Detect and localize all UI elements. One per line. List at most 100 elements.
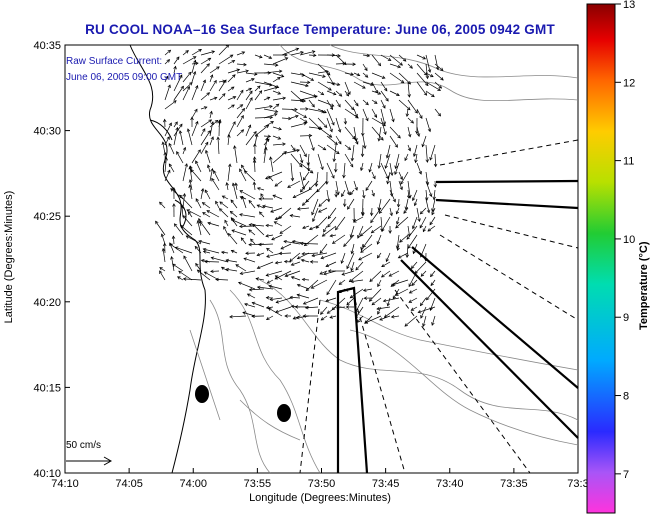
current-vector-head: [294, 107, 298, 112]
current-vector: [427, 225, 436, 232]
current-vector: [362, 144, 364, 157]
current-vector: [240, 237, 247, 245]
current-vector: [275, 275, 283, 281]
current-vector: [254, 105, 273, 110]
current-vector: [244, 170, 256, 182]
current-vector: [189, 166, 193, 182]
current-vector-head: [277, 136, 282, 140]
current-vector: [380, 162, 389, 179]
current-vector-head: [253, 143, 257, 147]
current-vector-head: [249, 90, 253, 95]
current-vector-head: [320, 91, 325, 96]
current-vector-head: [160, 233, 165, 238]
current-vector: [182, 71, 192, 83]
current-vector-head: [258, 242, 262, 247]
current-vector-head: [243, 170, 248, 174]
colorbar-label: Temperature (°C): [638, 241, 650, 330]
current-vector-head: [228, 163, 232, 168]
current-vector: [250, 238, 256, 245]
current-vector-head: [305, 287, 310, 292]
current-vector-head: [429, 221, 433, 226]
current-vector-head: [190, 168, 194, 173]
current-vector-head: [338, 93, 343, 97]
current-vector: [371, 297, 382, 306]
current-vector: [317, 70, 329, 74]
current-vector-head: [368, 298, 373, 302]
current-vector-head: [183, 255, 187, 260]
current-vector-head: [206, 92, 211, 96]
current-vector-head: [338, 140, 342, 145]
current-vector: [182, 193, 186, 209]
current-vector-head: [289, 258, 293, 262]
current-vector: [416, 108, 423, 119]
current-vector: [412, 189, 418, 201]
current-vector: [389, 270, 400, 277]
current-vector: [291, 276, 301, 281]
current-vector: [195, 263, 202, 272]
current-vector: [256, 252, 265, 256]
current-vector: [176, 151, 184, 164]
current-vector: [369, 162, 373, 173]
current-vector-head: [340, 260, 344, 264]
current-vector: [323, 270, 337, 275]
current-vector: [353, 135, 359, 145]
current-vector: [240, 196, 247, 200]
current-vector: [378, 198, 382, 211]
current-vector-head: [361, 212, 365, 217]
legend-scale-label: 50 cm/s: [66, 440, 101, 451]
current-vector: [302, 225, 310, 229]
current-vector-head: [236, 68, 241, 72]
current-vector: [236, 90, 244, 101]
current-vector-head: [258, 55, 263, 59]
current-vector: [389, 54, 403, 66]
current-vector-head: [161, 247, 166, 252]
current-vector: [308, 180, 319, 191]
current-vector: [248, 229, 256, 236]
colorbar-tick-label: 7: [623, 469, 629, 481]
current-vector-head: [279, 230, 284, 234]
plot-frame: [64, 44, 579, 474]
current-vector: [218, 93, 226, 101]
current-vector-head: [342, 174, 346, 179]
current-vector-head: [352, 62, 356, 66]
current-vector: [326, 81, 340, 86]
current-vector-head: [338, 281, 343, 285]
current-vector-head: [301, 202, 306, 206]
current-vector-head: [309, 170, 314, 174]
current-vector-head: [373, 114, 378, 118]
current-vector: [253, 182, 256, 191]
current-vector: [311, 252, 328, 257]
current-vector: [353, 108, 358, 118]
island-marker: [195, 385, 209, 403]
current-vector-head: [165, 75, 169, 80]
current-vector-head: [303, 153, 307, 158]
current-vector: [344, 126, 356, 140]
current-vector: [350, 225, 355, 238]
current-vector-head: [430, 273, 434, 278]
current-vector: [281, 108, 298, 110]
current-vector: [308, 72, 326, 78]
current-vector: [258, 243, 274, 245]
current-vector: [274, 180, 283, 187]
current-vector: [268, 307, 283, 317]
current-vector: [290, 51, 304, 56]
current-vector: [219, 201, 229, 209]
current-vector: [175, 246, 193, 254]
current-vector: [270, 207, 283, 213]
current-vector-head: [377, 91, 382, 95]
current-vector: [191, 62, 199, 65]
current-vector: [252, 302, 265, 308]
current-vector-head: [296, 207, 301, 211]
current-vector-head: [253, 131, 257, 135]
current-vector-head: [208, 119, 213, 123]
current-vector: [370, 207, 382, 223]
current-vector-head: [410, 307, 415, 311]
current-vector: [191, 49, 202, 56]
current-vector: [164, 170, 171, 182]
current-vector: [270, 156, 274, 173]
current-vector: [317, 81, 332, 91]
current-vector: [425, 117, 431, 132]
current-vector-head: [337, 129, 342, 133]
current-vector: [407, 117, 414, 124]
current-vector-head: [207, 221, 211, 226]
